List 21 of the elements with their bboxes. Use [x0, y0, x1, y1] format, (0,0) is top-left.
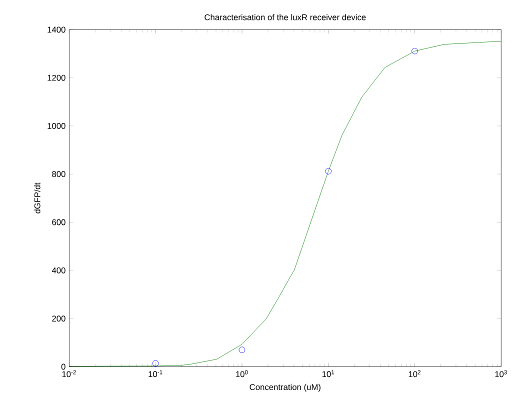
point [325, 168, 332, 174]
x-tick-label: 10$^{-1}$ [148, 370, 162, 377]
y-axis-title: dGFP/dt [34, 182, 40, 214]
x-tick-label: 10$^{0}$ [236, 370, 248, 378]
x-tick-label: 10$^{1}$ [322, 370, 334, 377]
y-tick-label: 800 [52, 171, 66, 177]
chart-title: Characterisation of the luxR receiver device [204, 14, 366, 20]
point [412, 48, 418, 54]
y-tick-label: 200 [52, 315, 66, 322]
x-tick-label: 10$^{2}$ [408, 370, 420, 378]
y-tick-label: 1200 [48, 74, 66, 81]
point [152, 360, 159, 366]
x-tick-label: 10$^{-2}$ [62, 370, 76, 378]
y-tick-label: 600 [52, 219, 66, 226]
x-tick-label: 10$^{3}$ [495, 370, 507, 378]
x-axis-title: Concentration (uM) [250, 384, 320, 392]
y-tick-label: 1000 [48, 122, 66, 129]
y-tick-label: 400 [52, 267, 66, 274]
y-tick-label: 0 [61, 364, 66, 370]
point [238, 346, 246, 353]
y-tick-label: 1400 [48, 26, 66, 32]
